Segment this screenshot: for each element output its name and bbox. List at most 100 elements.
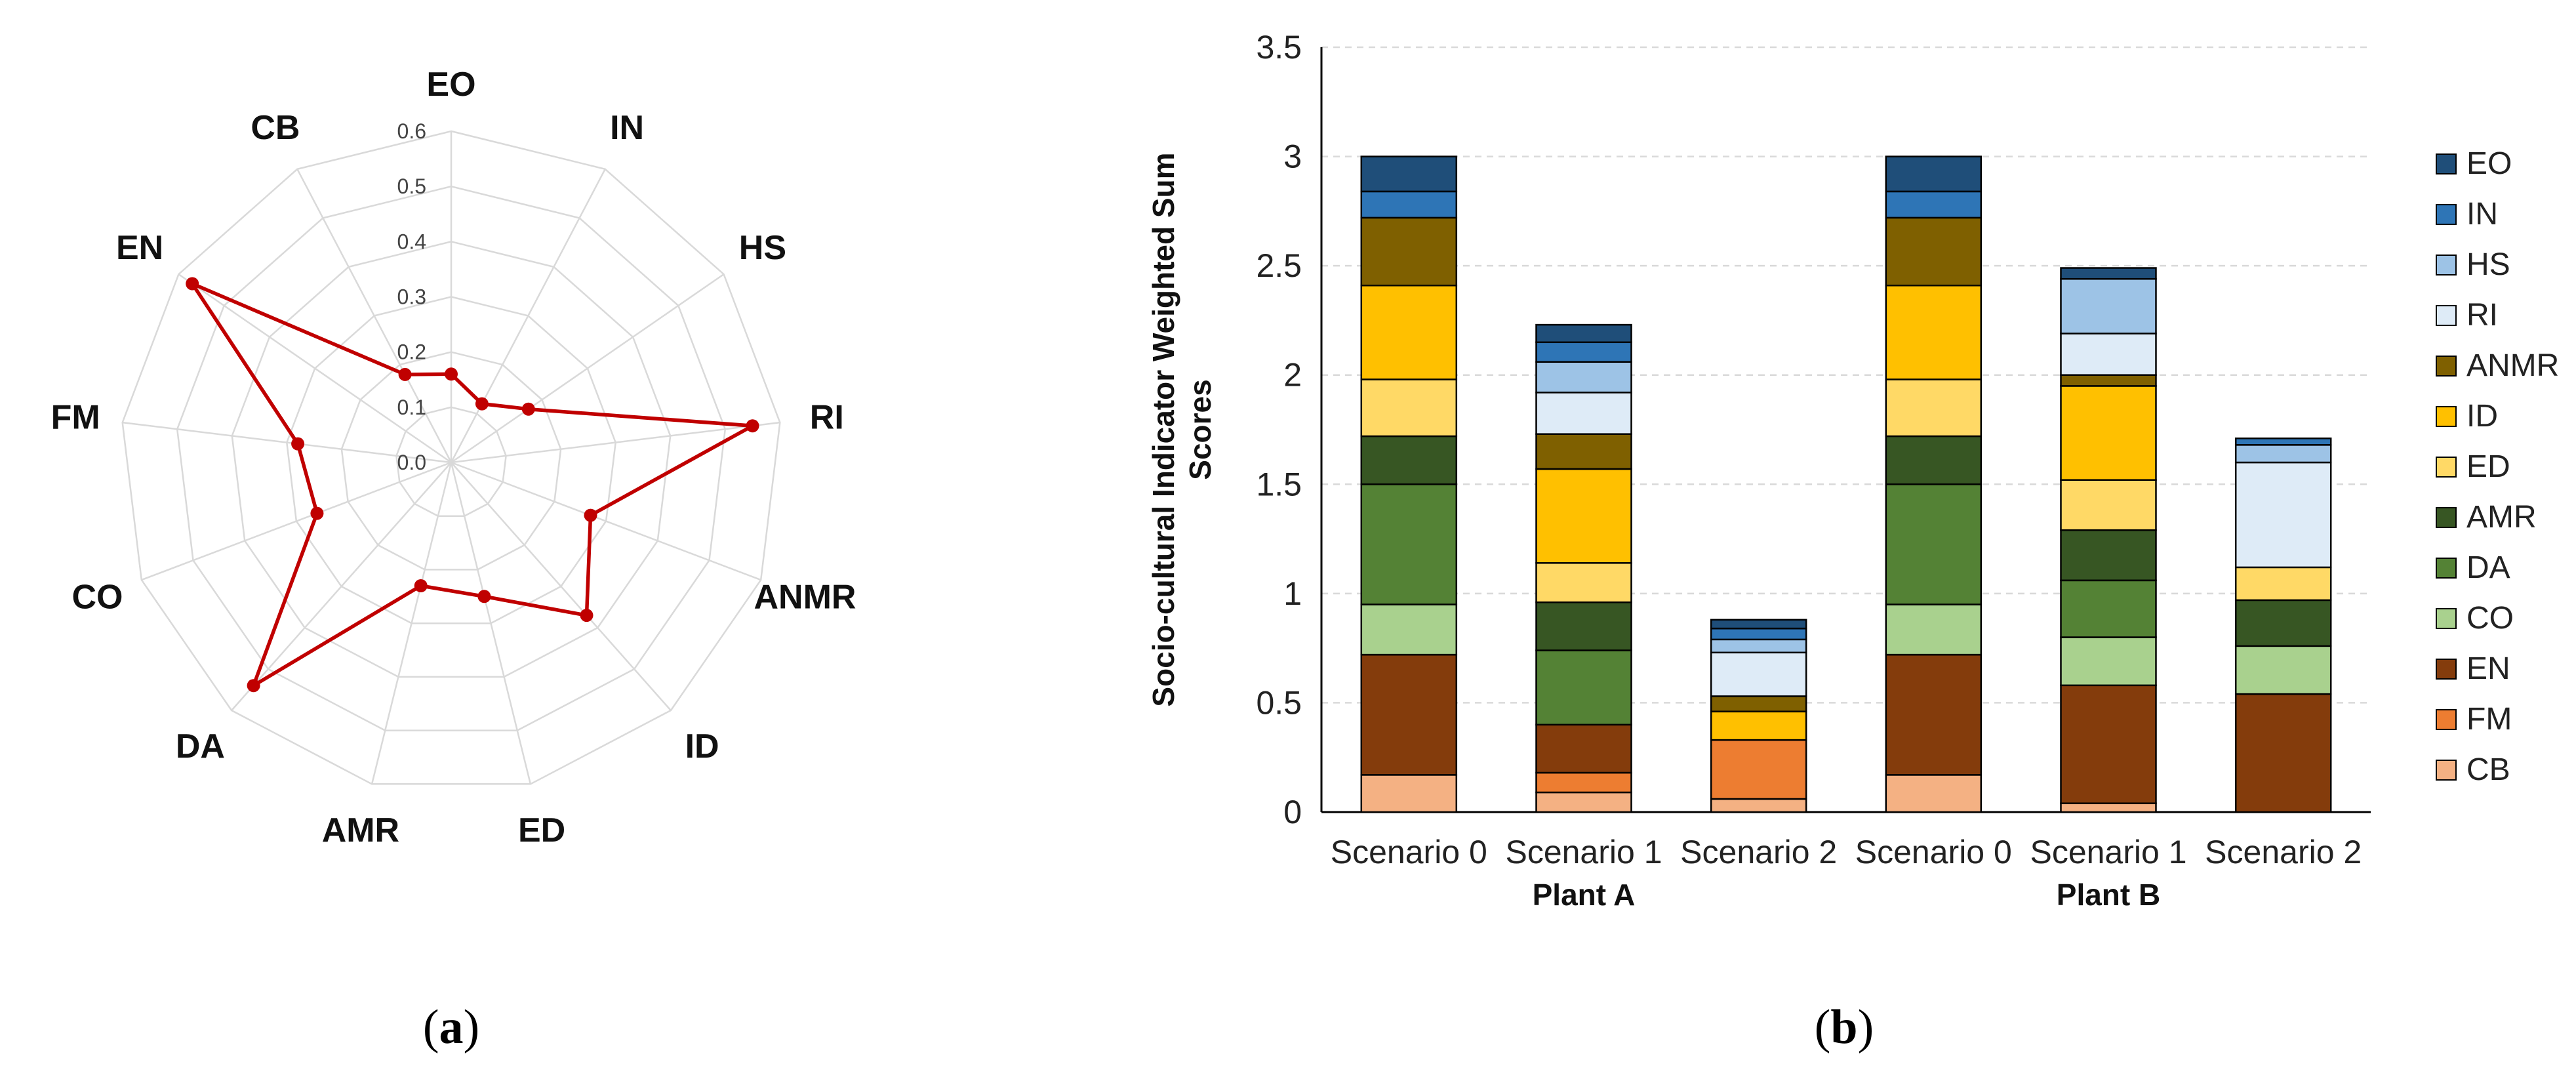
- y-axis-title-line: Socio-cultural Indicator Weighted Sum: [1146, 152, 1180, 706]
- y-tick-label: 2: [1283, 357, 1302, 394]
- radar-tick-label: 0.1: [397, 396, 426, 419]
- bar-segment-in-1: [1360, 190, 1458, 219]
- radar-axis-label-co: CO: [72, 579, 123, 617]
- radar-spoke: [178, 274, 452, 464]
- radar-point-eo: [445, 367, 458, 381]
- bar-segment-amr-5: [2060, 529, 2157, 582]
- radar-axis-label-cb: CB: [251, 109, 300, 147]
- stacked-bar-chart: 0 0.5 1 1.5 2 2.5 3 3.5 Scenario 0 Scenario 1 Scen…: [1146, 29, 2559, 912]
- bar-segment-anmr-5: [2060, 374, 2157, 387]
- radar-point-da: [247, 679, 260, 693]
- radar-point-anmr: [584, 508, 597, 522]
- radar-tick-label: 0.6: [397, 119, 426, 143]
- radar-point-hs: [521, 402, 535, 416]
- legend-label-in: IN: [2466, 197, 2498, 232]
- radar-spoke: [141, 461, 452, 581]
- y-tick-label: 0.5: [1256, 684, 1302, 721]
- bar-segment-cb-4: [1885, 774, 1982, 813]
- bar-segment-da-5: [2060, 579, 2157, 638]
- radar-point-ed: [477, 590, 491, 603]
- bar-segment-da-4: [1885, 483, 1982, 605]
- radar-point-id: [580, 609, 594, 622]
- bar-segment-cb-1: [1360, 774, 1458, 813]
- bar-segment-amr-6: [2234, 599, 2332, 647]
- radar-axis-label-fm: FM: [51, 399, 100, 437]
- legend-swatch-ri: [2436, 305, 2457, 326]
- legend-swatch-in: [2436, 204, 2457, 225]
- bar-segment-in-3: [1710, 627, 1807, 641]
- x-tick-label: Scenario 2: [1680, 834, 1837, 870]
- bar-segment-ri-3: [1710, 651, 1807, 697]
- group-label: Plant A: [1533, 878, 1636, 912]
- panel-label-b: (b): [1815, 1000, 1874, 1054]
- radar-spoke: [450, 462, 532, 785]
- bar-segment-ri-2: [1535, 392, 1632, 435]
- radar-spoke: [371, 462, 453, 785]
- radar-point-in: [475, 397, 489, 411]
- radar-tick-label: 0.3: [397, 285, 426, 309]
- bar-segment-en-1: [1360, 653, 1458, 776]
- legend-label-da: DA: [2466, 550, 2510, 585]
- legend-swatch-hs: [2436, 255, 2457, 275]
- bar-segment-id-1: [1360, 284, 1458, 380]
- bar-segment-eo-5: [2060, 267, 2157, 280]
- y-tick-label: 1.5: [1256, 466, 1302, 502]
- legend-label-anmr: ANMR: [2466, 348, 2559, 383]
- radar-point-en: [186, 277, 199, 291]
- legend-swatch-da: [2436, 558, 2457, 579]
- radar-grid-ring: [286, 296, 616, 624]
- bar-segment-hs-6: [2234, 444, 2332, 464]
- legend-label-fm: FM: [2466, 702, 2512, 737]
- bar-segment-en-6: [2234, 693, 2332, 813]
- bar-segment-id-3: [1710, 710, 1807, 741]
- bar-segment-cb-2: [1535, 791, 1632, 813]
- legend-swatch-anmr: [2436, 356, 2457, 377]
- radar-axis-label-amr: AMR: [322, 811, 399, 849]
- y-tick-label: 1: [1283, 575, 1302, 612]
- radar-axis-label-hs: HS: [739, 229, 786, 267]
- legend-swatch-amr: [2436, 507, 2457, 528]
- bar-segment-ed-2: [1535, 561, 1632, 603]
- bar-segment-da-1: [1360, 483, 1458, 605]
- radar-spoke: [451, 421, 780, 464]
- radar-grid-ring: [231, 241, 672, 678]
- x-tick-label: Scenario 0: [1855, 834, 2012, 870]
- x-tick-label: Scenario 1: [2030, 834, 2186, 870]
- radar-grid-ring: [121, 130, 781, 785]
- radar-point-cb: [398, 367, 412, 381]
- panel-label-a: (a): [423, 1000, 479, 1054]
- bar-segment-co-4: [1885, 603, 1982, 656]
- bar-segment-co-5: [2060, 636, 2157, 687]
- bar-segment-ed-1: [1360, 378, 1458, 438]
- radar-tick-label: 0.5: [397, 174, 426, 198]
- bar-segment-ed-4: [1885, 378, 1982, 438]
- bar-segment-eo-2: [1535, 323, 1632, 344]
- x-tick-label: Scenario 2: [2205, 834, 2362, 870]
- radar-grid-ring: [395, 406, 507, 517]
- legend-label-ed: ED: [2466, 449, 2510, 484]
- radar-spoke: [451, 462, 672, 711]
- legend-swatch-id: [2436, 406, 2457, 427]
- x-tick-label: Scenario 1: [1505, 834, 1662, 870]
- bar-segment-eo-3: [1710, 619, 1807, 630]
- bar-segment-amr-1: [1360, 435, 1458, 485]
- radar-spoke: [122, 421, 452, 464]
- legend-label-en: EN: [2466, 651, 2510, 686]
- radar-axis-label-ed: ED: [518, 811, 565, 849]
- x-tick-label: Scenario 0: [1331, 834, 1487, 870]
- legend-label-ri: RI: [2466, 298, 2498, 333]
- bar-segment-id-2: [1535, 468, 1632, 564]
- legend-swatch-eo: [2436, 153, 2457, 174]
- legend-swatch-en: [2436, 659, 2457, 680]
- bar-segment-anmr-4: [1885, 216, 1982, 287]
- radar-spoke: [296, 169, 453, 463]
- bar-segment-fm-3: [1710, 739, 1807, 800]
- bar-segment-in-6: [2234, 438, 2332, 446]
- radar-point-amr: [414, 579, 428, 592]
- radar-tick-label: 0.2: [397, 340, 426, 364]
- bar-segment-co-6: [2234, 645, 2332, 695]
- bar-segment-en-5: [2060, 684, 2157, 804]
- legend-swatch-co: [2436, 608, 2457, 629]
- radar-grid-ring: [340, 351, 562, 571]
